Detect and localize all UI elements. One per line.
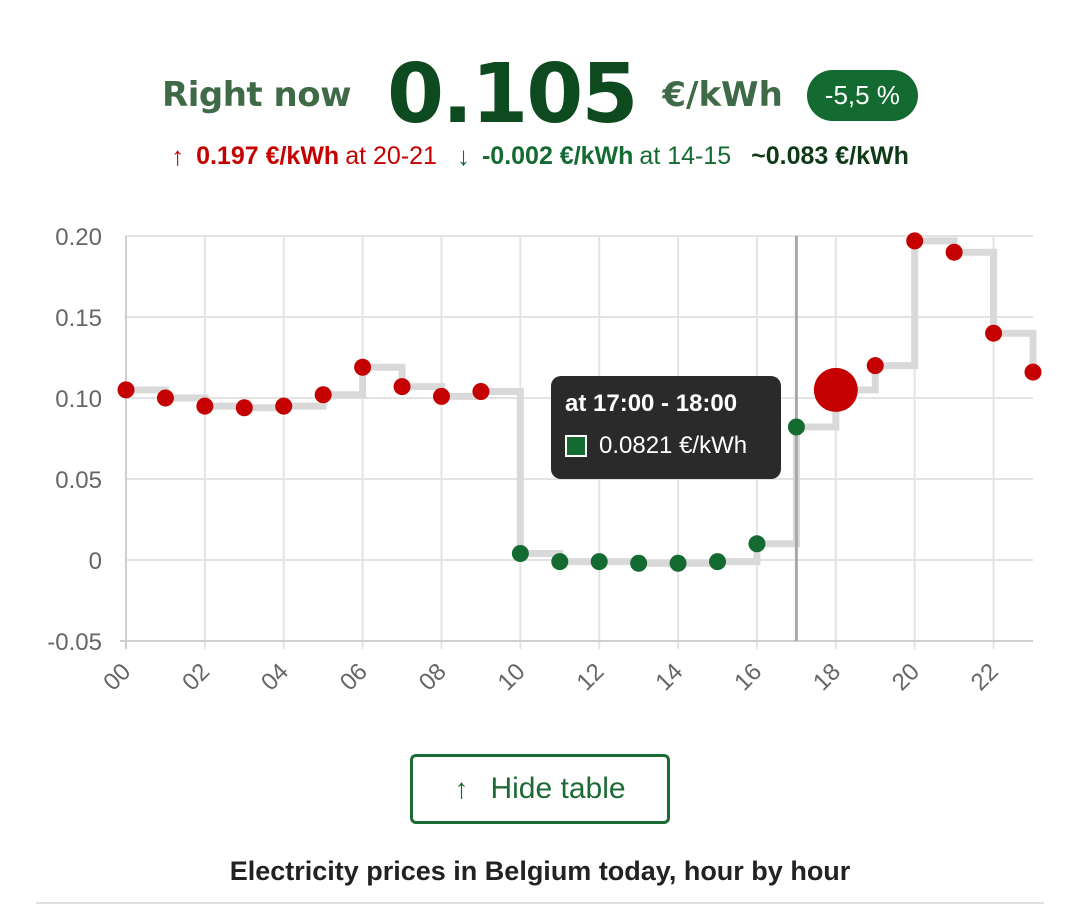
x-tick-label: 00: [98, 658, 136, 696]
chart-tooltip: at 17:00 - 18:00 0.0821 €/kWh: [551, 376, 781, 479]
hide-table-button[interactable]: ↑ Hide table: [410, 754, 670, 824]
x-tick-label: 22: [966, 658, 1004, 696]
price-point[interactable]: [314, 386, 332, 404]
divider: [36, 902, 1044, 904]
arrow-down-icon: ↓: [456, 140, 470, 171]
x-tick-label: 02: [177, 658, 215, 696]
y-tick-label: 0.10: [55, 386, 102, 413]
price-point[interactable]: [1024, 363, 1042, 381]
arrow-up-icon: ↑: [454, 773, 469, 804]
tooltip-row: 0.0821 €/kWh: [565, 432, 767, 460]
max-price-stat: ↑ 0.197 €/kWh at 20-21: [171, 141, 437, 172]
price-point[interactable]: [630, 554, 648, 572]
x-tick-label: 10: [493, 658, 531, 696]
table-caption: Electricity prices in Belgium today, hou…: [229, 856, 851, 886]
price-point[interactable]: [906, 232, 924, 250]
x-tick-label: 12: [571, 658, 609, 696]
x-tick-label: 16: [729, 658, 767, 696]
price-point[interactable]: [787, 418, 805, 436]
price-point[interactable]: [196, 397, 214, 415]
price-point[interactable]: [945, 243, 963, 261]
right-now-label: Right now: [162, 75, 351, 115]
price-point[interactable]: [748, 535, 766, 553]
price-point[interactable]: [432, 387, 450, 405]
price-point[interactable]: [117, 381, 135, 399]
x-tick-label: 06: [335, 658, 373, 696]
min-price-stat: ↓ -0.002 €/kWh at 14-15: [457, 141, 731, 172]
avg-price-value: ~0.083 €/kWh: [751, 141, 909, 170]
y-tick-label: 0.05: [55, 467, 102, 494]
price-point[interactable]: [472, 383, 490, 401]
x-tick-label: 04: [256, 658, 294, 696]
price-point[interactable]: [590, 553, 608, 571]
x-tick-label: 18: [808, 658, 846, 696]
max-price-time: at 20-21: [345, 141, 437, 170]
current-price: 0.105: [387, 47, 638, 142]
price-header: Right now 0.105 €/kWh -5,5 %: [0, 40, 1080, 150]
current-hour-point[interactable]: [813, 367, 858, 412]
hide-table-label: Hide table: [490, 772, 626, 805]
price-point[interactable]: [551, 553, 569, 571]
avg-price-stat: ~0.083 €/kWh: [751, 142, 909, 171]
daily-stats: ↑ 0.197 €/kWh at 20-21 ↓ -0.002 €/kWh at…: [0, 138, 1080, 174]
y-tick-label: 0: [89, 548, 102, 575]
tooltip-swatch: [565, 435, 587, 457]
price-point[interactable]: [275, 397, 293, 415]
price-point[interactable]: [511, 545, 529, 563]
min-price-value: -0.002 €/kWh: [481, 141, 634, 170]
max-price-value: 0.197 €/kWh: [196, 141, 340, 170]
price-point[interactable]: [235, 399, 253, 417]
change-badge: -5,5 %: [806, 69, 918, 121]
price-point[interactable]: [985, 324, 1003, 342]
min-price-time: at 14-15: [639, 141, 732, 170]
tooltip-title: at 17:00 - 18:00: [565, 390, 738, 417]
x-tick-label: 20: [887, 658, 925, 696]
x-tick-label: 08: [414, 658, 452, 696]
price-point[interactable]: [156, 389, 174, 407]
price-point[interactable]: [866, 357, 884, 375]
arrow-up-icon: ↑: [171, 140, 185, 171]
x-tick-label: 14: [650, 658, 688, 696]
price-point[interactable]: [354, 358, 372, 376]
price-point[interactable]: [669, 554, 687, 572]
y-tick-label: 0.15: [55, 305, 102, 332]
y-tick-label: 0.20: [55, 224, 102, 251]
y-tick-label: -0.05: [47, 629, 102, 656]
tooltip-value: 0.0821 €/kWh: [599, 432, 748, 459]
price-unit: €/kWh: [662, 75, 783, 115]
price-point[interactable]: [709, 553, 727, 571]
price-point[interactable]: [393, 378, 411, 396]
